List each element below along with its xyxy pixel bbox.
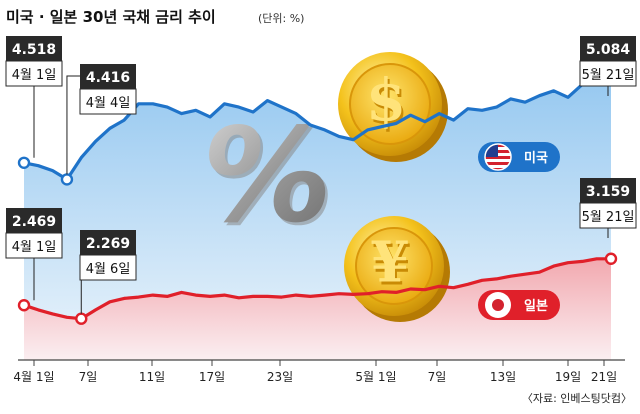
x-tick-label: 4월 1일 [13,370,54,384]
x-tick-label: 11일 [139,370,165,384]
x-tick-label: 5월 1일 [355,370,396,384]
jp-callout-value-box-0 [6,208,62,233]
svg-text:%: % [191,100,343,251]
us-callout-leader-1 [66,75,80,175]
svg-text:$: $ [366,66,406,134]
jp-callout-value-1: 2.269 [86,236,130,252]
us-callout-date-0: 4월 1일 [12,68,57,83]
jp-legend-label: 일본 [524,299,548,314]
jp-area [24,258,611,360]
us-callout-value-box-2 [580,36,636,61]
jp-point-marker-1 [75,312,88,325]
us-legend-badge: 미국 [478,142,560,172]
jp-callout-date-2: 5월 21일 [582,210,635,225]
us-callout-date-box-1 [79,88,137,115]
us-callout-date-box-2 [579,60,637,87]
svg-text:¥: ¥ [371,230,410,296]
jp-legend-badge: 일본 [478,290,560,320]
jp-point-marker-0 [17,299,31,312]
x-tick-label: 7일 [428,370,447,384]
jp-callout-2: 3.159 5월 21일 [579,178,637,238]
us-callout-2: 5.084 5월 21일 [579,36,637,96]
jp-callout-0: 2.469 4월 1일 [5,208,63,301]
chart-title: 미국 · 일본 30년 국채 금리 추이 [6,8,216,26]
us-point-marker-0 [17,156,31,169]
jp-point-marker-2 [604,252,618,265]
us-callout-date-2: 5월 21일 [582,68,635,83]
x-tick-label: 13일 [490,370,516,384]
us-callout-value-0: 4.518 [12,42,56,58]
jp-callout-date-1: 4월 6일 [86,262,131,277]
us-callout-0: 4.518 4월 1일 [5,36,63,158]
unit-label: (단위: %) [258,12,304,25]
x-tick-label: 19일 [555,370,581,384]
jp-callout-value-0: 2.469 [12,214,56,230]
jp-callout-date-0: 4월 1일 [12,240,57,255]
jp-flag-icon [485,292,511,318]
us-callout-value-2: 5.084 [586,42,631,58]
jp-callout-value-2: 3.159 [586,184,630,200]
source-note: 〈자료: 인베스팅닷컴〉 [522,392,632,405]
us-callout-1: 4.416 4월 4일 [66,64,137,175]
x-tick-label: 21일 [591,370,617,384]
jp-series-line [22,257,613,321]
annotation-callouts: 4.518 4월 1일 4.416 4월 4일 5.084 5월 21일 2.469 4월 1… [5,36,637,314]
x-tick-label: 7일 [79,370,98,384]
svg-text:¥: ¥ [373,233,412,299]
jp-callout-date-box-1 [79,254,137,281]
us-series-line [22,69,613,181]
us-callout-value-box-0 [6,36,62,61]
us-flag-icon [484,143,512,171]
percent-icon: % % [191,100,345,254]
x-axis-ticks: 4월 1일 7일 11일 17일 23일 5월 1일 7일 13일 19일 21일 [13,360,617,384]
us-legend-label: 미국 [524,150,548,166]
jp-callout-value-box-1 [80,230,136,255]
jp-callout-date-box-2 [579,202,637,229]
jp-callout-1: 2.269 4월 6일 [79,230,137,314]
x-tick-label: 23일 [267,370,293,384]
x-tick-label: 17일 [199,370,225,384]
us-callout-value-1: 4.416 [86,70,130,86]
jp-callout-value-box-2 [580,178,636,203]
us-point-marker-1 [60,173,74,186]
us-callout-date-box-0 [5,60,63,87]
us-callout-date-1: 4월 4일 [86,96,131,111]
us-callout-value-box-1 [80,64,136,89]
jp-callout-date-box-0 [5,232,63,259]
